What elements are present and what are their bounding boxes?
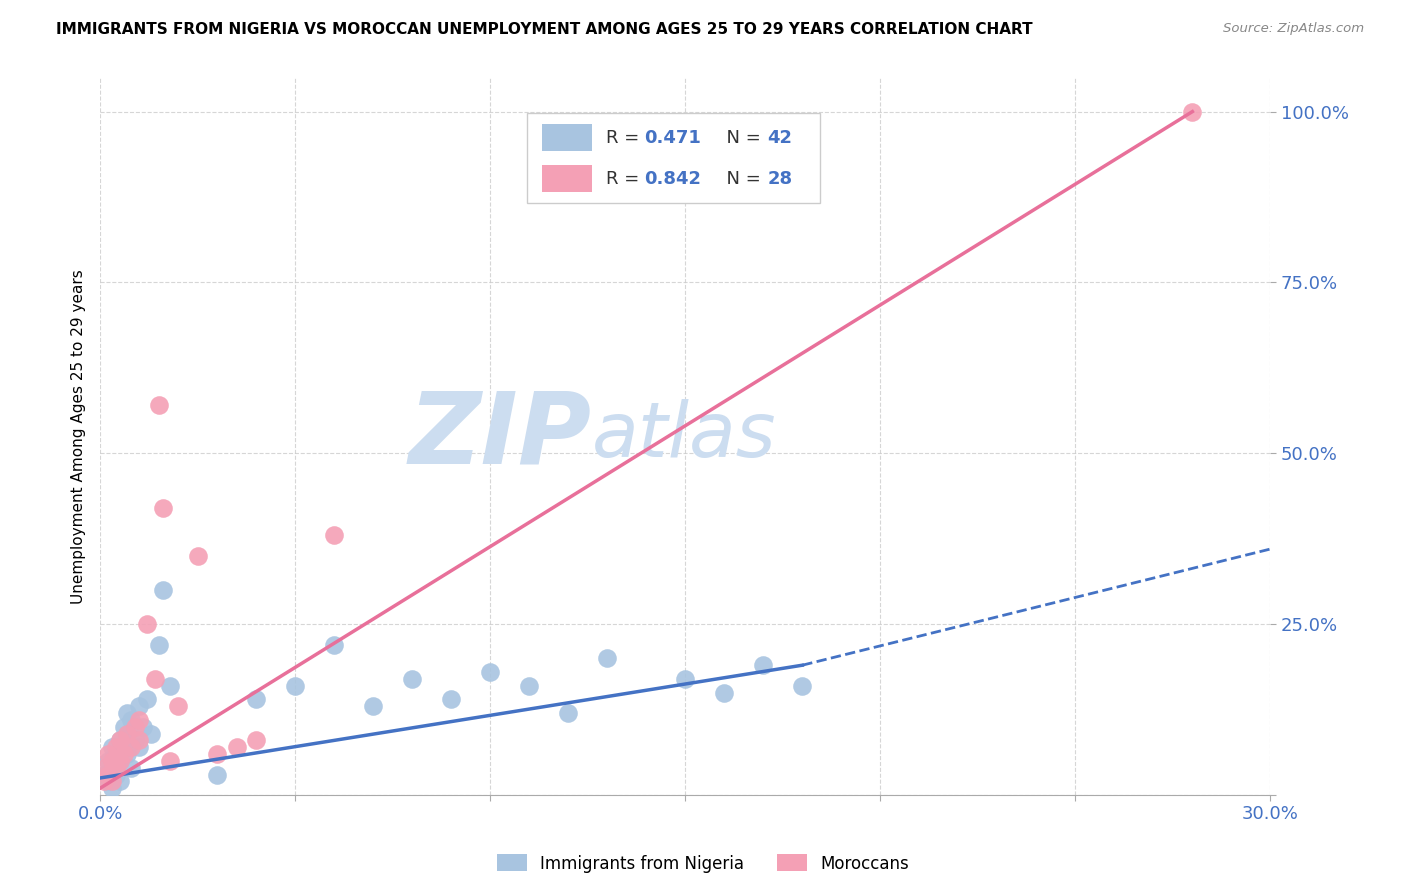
Point: [104, 767, 127, 781]
Legend: Immigrants from Nigeria, Moroccans: Immigrants from Nigeria, Moroccans: [489, 847, 917, 880]
Point: [167, 699, 190, 714]
Point: [120, 761, 142, 775]
Point: [124, 720, 146, 734]
Point: [93, 774, 115, 789]
FancyBboxPatch shape: [543, 165, 592, 193]
Point: [104, 747, 127, 761]
Point: [143, 672, 166, 686]
Point: [101, 740, 124, 755]
Point: [245, 692, 267, 706]
Point: [1181, 104, 1204, 119]
Point: [159, 679, 181, 693]
Point: [101, 774, 124, 789]
Point: [120, 740, 142, 755]
Point: [117, 726, 139, 740]
Point: [479, 665, 502, 679]
Point: [401, 672, 423, 686]
Point: [136, 692, 159, 706]
Point: [557, 706, 579, 720]
Point: [101, 781, 124, 796]
Point: [112, 747, 135, 761]
Text: IMMIGRANTS FROM NIGERIA VS MOROCCAN UNEMPLOYMENT AMONG AGES 25 TO 29 YEARS CORRE: IMMIGRANTS FROM NIGERIA VS MOROCCAN UNEM…: [56, 22, 1033, 37]
Point: [517, 679, 540, 693]
Point: [117, 747, 139, 761]
Text: 0.471: 0.471: [644, 128, 702, 146]
Point: [128, 699, 150, 714]
Point: [112, 720, 135, 734]
Point: [108, 754, 131, 768]
FancyBboxPatch shape: [527, 113, 820, 203]
Point: [673, 672, 696, 686]
Point: [93, 761, 115, 775]
Point: [159, 754, 181, 768]
Text: 0.842: 0.842: [644, 169, 702, 187]
Point: [139, 726, 162, 740]
Point: [792, 679, 814, 693]
Point: [205, 747, 228, 761]
Text: R =: R =: [606, 128, 645, 146]
Y-axis label: Unemployment Among Ages 25 to 29 years: Unemployment Among Ages 25 to 29 years: [72, 268, 86, 604]
Point: [101, 761, 124, 775]
Point: [104, 740, 127, 755]
Point: [104, 761, 127, 775]
Point: [713, 685, 735, 699]
FancyBboxPatch shape: [543, 124, 592, 152]
Point: [128, 713, 150, 727]
Point: [117, 726, 139, 740]
Point: [148, 638, 170, 652]
Point: [136, 617, 159, 632]
Text: ZIP: ZIP: [409, 388, 592, 484]
Point: [752, 658, 775, 673]
Point: [97, 754, 120, 768]
Point: [108, 733, 131, 747]
Point: [323, 528, 346, 542]
Text: Source: ZipAtlas.com: Source: ZipAtlas.com: [1223, 22, 1364, 36]
Point: [205, 767, 228, 781]
Text: N =: N =: [714, 169, 766, 187]
Point: [108, 733, 131, 747]
Point: [97, 747, 120, 761]
Point: [225, 740, 247, 755]
Point: [108, 774, 131, 789]
Point: [97, 767, 120, 781]
Point: [128, 740, 150, 755]
Point: [124, 733, 146, 747]
Point: [596, 651, 619, 665]
Point: [187, 549, 209, 563]
Point: [117, 706, 139, 720]
Point: [284, 679, 307, 693]
Point: [97, 774, 120, 789]
Point: [152, 582, 174, 597]
Point: [112, 740, 135, 755]
Text: N =: N =: [714, 128, 766, 146]
Point: [93, 767, 115, 781]
Point: [148, 399, 170, 413]
Point: [152, 501, 174, 516]
Text: atlas: atlas: [592, 400, 776, 474]
Point: [323, 638, 346, 652]
Point: [440, 692, 463, 706]
Point: [120, 713, 142, 727]
Point: [245, 733, 267, 747]
Point: [101, 754, 124, 768]
Point: [132, 720, 155, 734]
Text: 28: 28: [768, 169, 793, 187]
Text: R =: R =: [606, 169, 645, 187]
Text: 42: 42: [768, 128, 792, 146]
Point: [361, 699, 384, 714]
Point: [128, 733, 150, 747]
Point: [108, 754, 131, 768]
